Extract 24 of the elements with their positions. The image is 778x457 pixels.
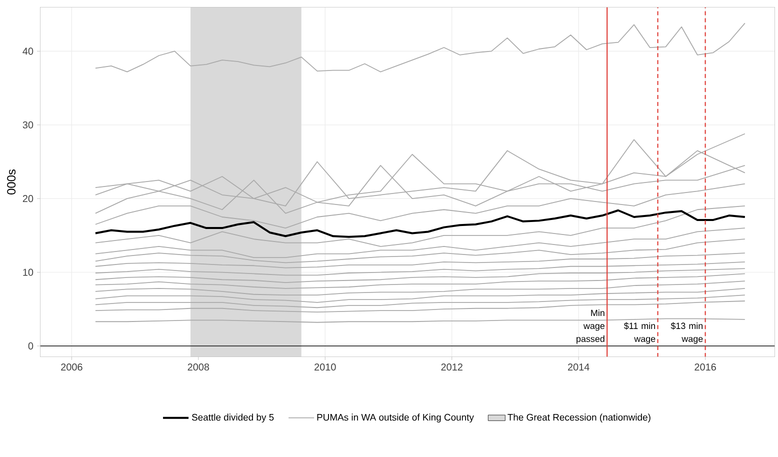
x-tick-label: 2008 xyxy=(188,364,210,371)
y-tick-label: 10 xyxy=(23,268,34,276)
x-tick-label: 2016 xyxy=(694,364,716,371)
x-tick-label: 2012 xyxy=(441,364,462,371)
y-tick-label: 0 xyxy=(28,342,34,350)
y-tick-label: 40 xyxy=(22,48,34,55)
x-tick-label: 2006 xyxy=(61,364,82,371)
line-series xyxy=(94,228,746,258)
line-series xyxy=(94,261,746,276)
y-tick-label: 20 xyxy=(22,195,34,202)
x-tick-label: 2010 xyxy=(314,364,336,371)
ref-line-label: $11 min wage xyxy=(624,322,656,344)
legend-label: The Great Recession (nationwide) xyxy=(508,414,650,422)
legend-label: Seattle divided by 5 xyxy=(192,414,274,423)
y-tick-label: 30 xyxy=(22,121,34,128)
y-axis-title: 000s xyxy=(7,169,16,194)
line-series xyxy=(94,268,746,284)
line-series xyxy=(94,238,746,264)
ref-line-label: $13 min wage xyxy=(670,322,703,344)
line-series xyxy=(94,183,746,228)
legend-label: PUMAs in WA outside of King County xyxy=(317,414,474,423)
x-tick-label: 2014 xyxy=(568,364,590,371)
ref-line-label: Min wage passed xyxy=(576,309,605,344)
line-series xyxy=(94,209,746,238)
